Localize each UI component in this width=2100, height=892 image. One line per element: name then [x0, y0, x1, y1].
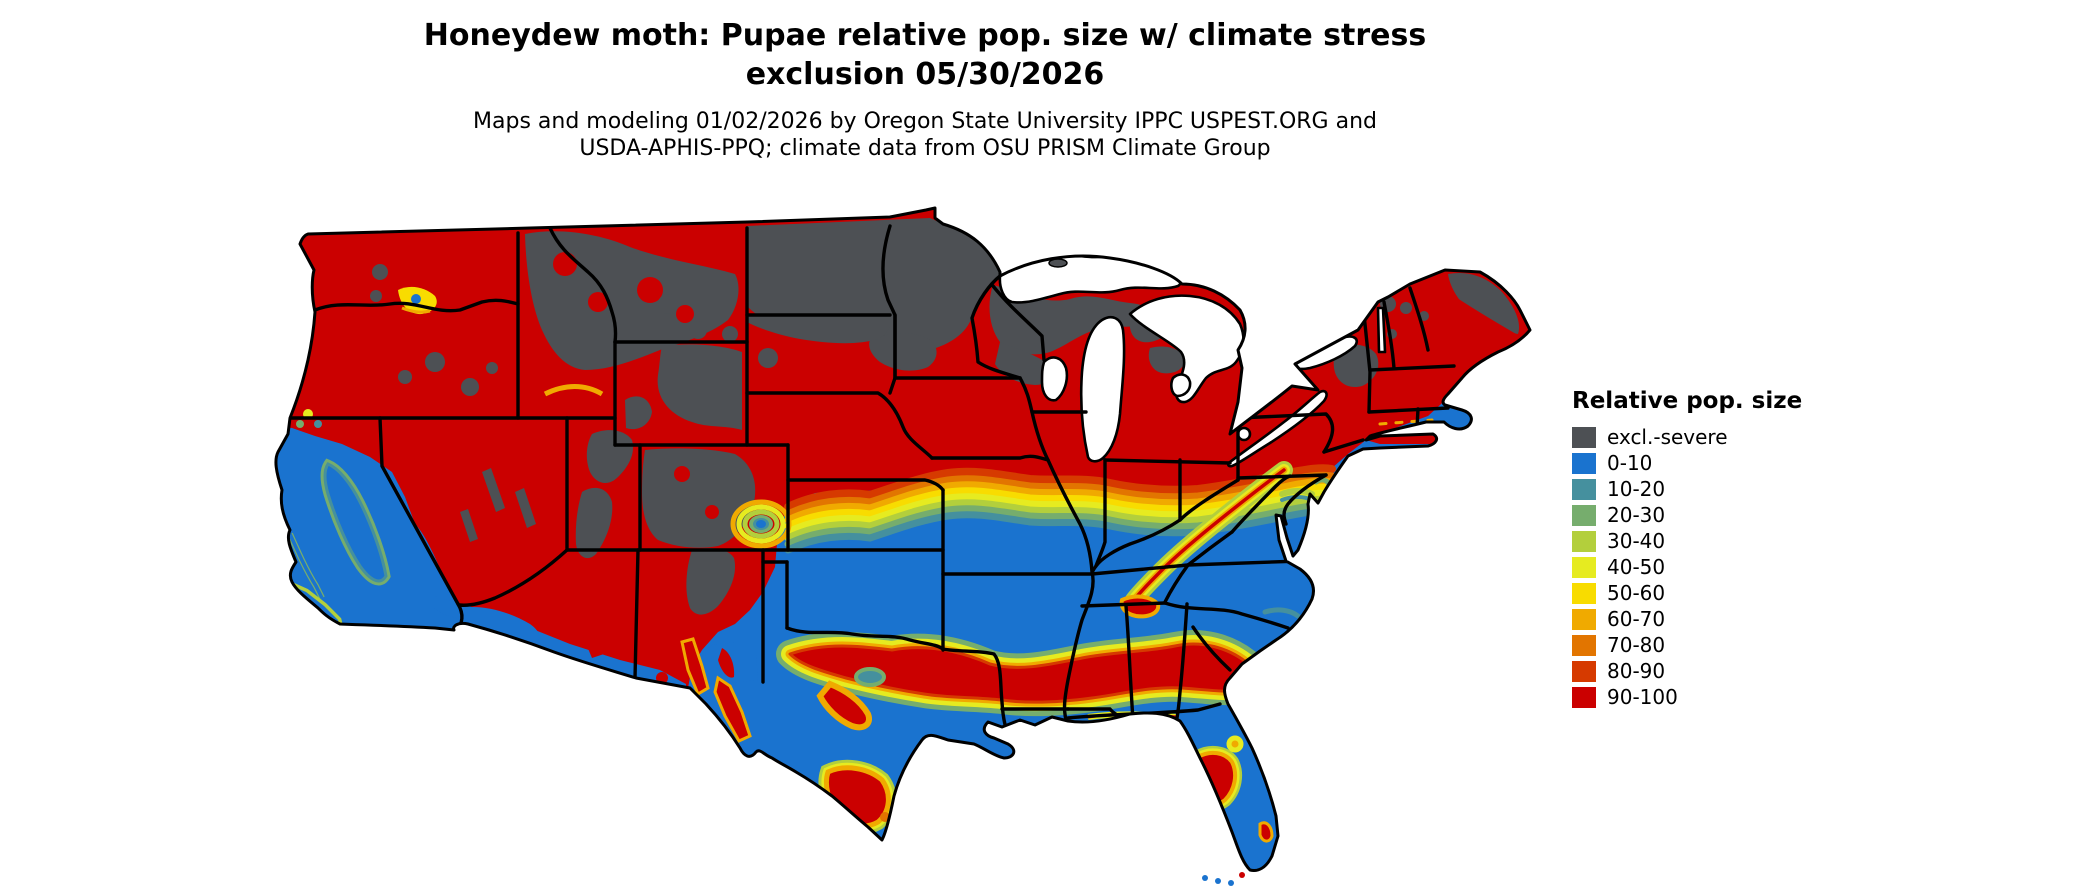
legend-swatch: [1572, 426, 1596, 448]
conus-outline: [274, 206, 1532, 872]
legend: Relative pop. size excl.-severe 0-10 10-…: [1572, 388, 1832, 710]
map-subtitle: Maps and modeling 01/02/2026 by Oregon S…: [225, 108, 1625, 162]
legend-item: 60-70: [1572, 606, 1832, 632]
legend-swatch: [1572, 556, 1596, 578]
legend-swatch: [1572, 686, 1596, 708]
legend-swatch: [1572, 634, 1596, 656]
lake-st-clair: [1236, 426, 1252, 442]
subtitle-line-2: USDA-APHIS-PPQ; climate data from OSU PR…: [579, 136, 1271, 161]
legend-title: Relative pop. size: [1572, 388, 1803, 414]
legend-item-label: 60-70: [1607, 607, 1666, 631]
subtitle-line-1: Maps and modeling 01/02/2026 by Oregon S…: [473, 109, 1377, 134]
legend-item: 80-90: [1572, 658, 1832, 684]
legend-item: 70-80: [1572, 632, 1832, 658]
map-region-west-texas-mountains: [680, 637, 710, 697]
florida-keys: [1202, 872, 1245, 886]
map-title: Honeydew moth: Pupae relative pop. size …: [225, 16, 1625, 94]
legend-item: 20-30: [1572, 502, 1832, 528]
map-region-excluded-severe: [370, 218, 1520, 615]
lake-champlain: [1376, 306, 1387, 354]
saginaw-bay: [1170, 373, 1192, 398]
state-borders: [288, 224, 1456, 754]
legend-swatch: [1572, 530, 1596, 552]
us-map-svg: [274, 206, 1532, 886]
legend-item: excl.-severe: [1572, 424, 1832, 450]
legend-item: 40-50: [1572, 554, 1832, 580]
legend-swatch: [1572, 582, 1596, 604]
legend-item-label: 40-50: [1607, 555, 1666, 579]
legend-item: 90-100: [1572, 684, 1832, 710]
legend-swatch: [1572, 478, 1596, 500]
legend-item: 10-20: [1572, 476, 1832, 502]
legend-item-label: 20-30: [1607, 503, 1666, 527]
title-line-2: exclusion 05/30/2026: [745, 57, 1105, 92]
legend-item: 50-60: [1572, 580, 1832, 606]
legend-item-label: 80-90: [1607, 659, 1666, 683]
green-bay: [1040, 356, 1069, 402]
legend-swatch: [1572, 660, 1596, 682]
legend-swatch: [1572, 452, 1596, 474]
legend-item-label: 30-40: [1607, 529, 1666, 553]
legend-item-label: 70-80: [1607, 633, 1666, 657]
map-region-transition-band: [730, 464, 1336, 554]
header: Honeydew moth: Pupae relative pop. size …: [225, 16, 1625, 162]
us-risk-map: [230, 172, 1540, 892]
map-region-central-valley: [323, 462, 388, 583]
lake-michigan: [1079, 316, 1126, 463]
legend-item-label: 10-20: [1607, 477, 1666, 501]
lake-huron: [1128, 294, 1245, 404]
legend-item: 30-40: [1572, 528, 1832, 554]
legend-item: 0-10: [1572, 450, 1832, 476]
lake-erie: [1226, 389, 1328, 468]
legend-swatch: [1572, 608, 1596, 630]
legend-swatch: [1572, 504, 1596, 526]
legend-item-label: excl.-severe: [1607, 425, 1728, 449]
legend-item-label: 90-100: [1607, 685, 1678, 709]
map-region-appalachian-streak: [1119, 461, 1293, 619]
map-region-colorado-pocket: [730, 499, 792, 549]
title-line-1: Honeydew moth: Pupae relative pop. size …: [423, 18, 1427, 53]
legend-item-label: 50-60: [1607, 581, 1666, 605]
legend-item-label: 0-10: [1607, 451, 1653, 475]
great-lakes: [998, 252, 1387, 468]
